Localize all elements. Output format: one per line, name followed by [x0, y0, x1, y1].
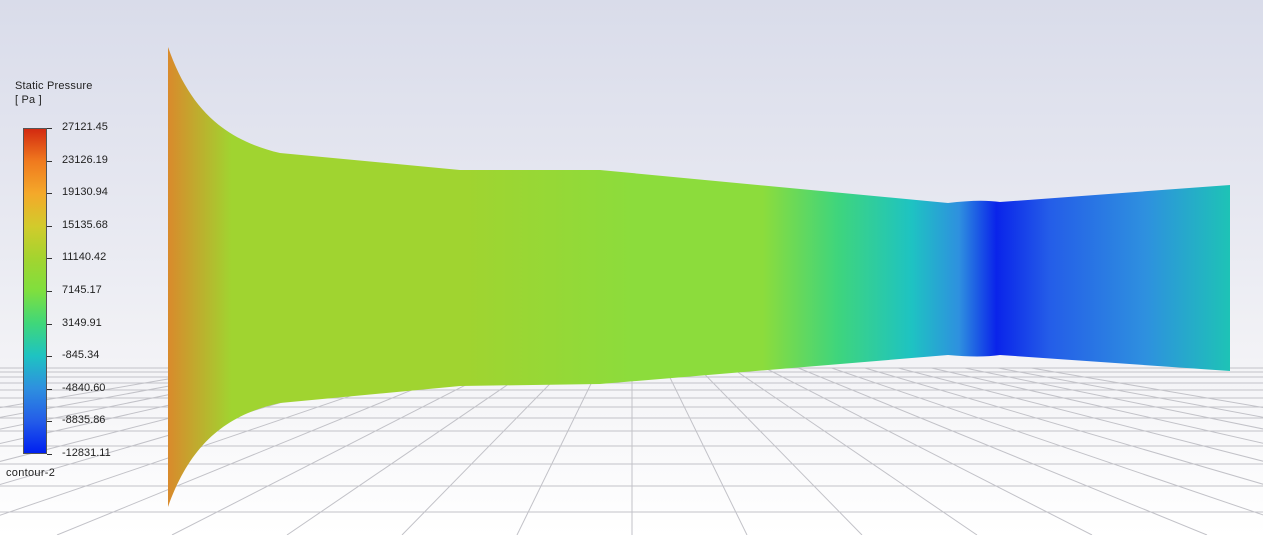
grid-line — [997, 367, 1263, 418]
legend-tick-label: 27121.45 — [62, 121, 108, 133]
legend-tick-mark — [47, 160, 52, 162]
grid-line — [516, 367, 600, 535]
grid-line — [171, 367, 500, 535]
grid-line — [56, 367, 466, 535]
legend-tick-label: 7145.17 — [62, 284, 102, 296]
grid-line — [0, 367, 233, 409]
grid-line — [1031, 367, 1263, 408]
legend-tick-mark — [47, 128, 52, 129]
grid-line — [964, 367, 1263, 430]
legend-tick-label: -845.34 — [62, 349, 100, 362]
legend-tick-label: -8835.86 — [62, 414, 106, 427]
legend-tick-mark — [47, 454, 52, 455]
grid-line — [0, 367, 267, 418]
legend-color-bar — [23, 128, 47, 454]
legend-tick-label: -4840.60 — [62, 381, 106, 394]
legend-tick-label: 15135.68 — [62, 218, 108, 231]
grid-line — [286, 367, 533, 535]
grid-line — [764, 367, 1093, 535]
legend-tick-label: -12831.11 — [62, 447, 111, 459]
legend-tick-mark — [47, 258, 52, 260]
legend-tick-mark — [47, 291, 52, 292]
legend-tick-label: 11140.42 — [62, 251, 107, 264]
grid-line — [401, 367, 566, 535]
legend-unit: [ Pa ] — [15, 94, 42, 106]
legend-title: Static Pressure — [15, 80, 93, 92]
legend-tick-mark — [47, 193, 52, 195]
legend-tick-mark — [47, 225, 52, 227]
legend-tick-mark — [47, 421, 52, 423]
grid-line — [798, 367, 1208, 535]
legend-tick-mark — [47, 388, 52, 390]
grid-line — [698, 367, 863, 535]
legend-tick-mark — [47, 323, 52, 325]
nozzle-domain-contour[interactable] — [168, 47, 1230, 507]
grid-line — [898, 367, 1263, 462]
grid-line — [664, 367, 748, 535]
grid-line — [0, 367, 300, 430]
grid-line — [831, 367, 1263, 516]
legend-tick-label: 19130.94 — [62, 186, 108, 199]
contour-name-label: contour-2 — [6, 467, 56, 479]
legend-tick-label: 23126.19 — [62, 153, 108, 166]
legend-tick-mark — [47, 356, 52, 358]
legend-tick-label: 3149.91 — [62, 316, 102, 329]
grid-line — [864, 367, 1263, 485]
grid-line — [931, 367, 1263, 444]
grid-line — [731, 367, 978, 535]
